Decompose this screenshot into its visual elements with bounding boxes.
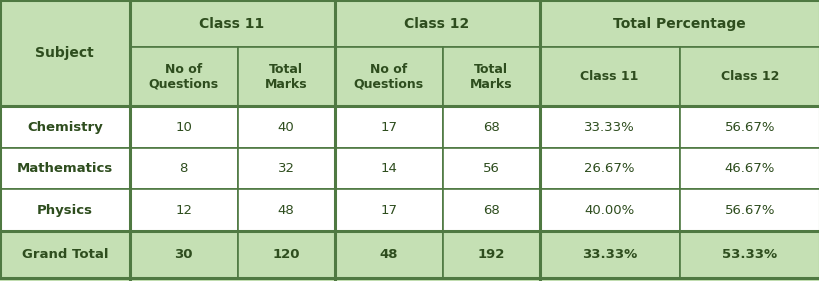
Bar [238,47,334,106]
Text: 46.67%: 46.67% [724,162,774,175]
Text: Subject: Subject [35,46,94,60]
Text: 30: 30 [174,248,192,261]
Bar [0,189,129,231]
Text: Total
Marks: Total Marks [469,63,512,91]
Text: Class 11: Class 11 [199,17,265,31]
Bar [679,106,819,148]
Text: Total Percentage: Total Percentage [613,17,745,31]
Text: 48: 48 [278,204,294,217]
Bar [0,106,129,148]
Text: 53.33%: 53.33% [722,248,776,261]
Text: 40.00%: 40.00% [584,204,634,217]
Bar [334,106,442,148]
Text: 17: 17 [380,121,396,133]
Bar [442,189,539,231]
Bar [442,106,539,148]
Bar [442,47,539,106]
Text: Grand Total: Grand Total [21,248,108,261]
Text: Mathematics: Mathematics [16,162,113,175]
Bar [539,189,679,231]
Bar [129,47,238,106]
Bar [0,148,129,189]
Text: 56: 56 [482,162,499,175]
Text: No of
Questions: No of Questions [353,63,423,91]
Text: Chemistry: Chemistry [27,121,102,133]
Text: Total
Marks: Total Marks [265,63,307,91]
Bar [442,231,539,278]
Bar [334,189,442,231]
Bar [679,189,819,231]
Text: 32: 32 [278,162,294,175]
Bar [238,148,334,189]
Bar [238,189,334,231]
Text: 12: 12 [175,204,192,217]
Text: 56.67%: 56.67% [724,121,774,133]
Bar [0,0,129,106]
Text: 40: 40 [278,121,294,133]
Text: 192: 192 [477,248,505,261]
Bar [0,231,129,278]
Text: 33.33%: 33.33% [581,248,636,261]
Bar [539,0,819,47]
Bar [539,148,679,189]
Bar [679,148,819,189]
Text: Class 11: Class 11 [580,70,638,83]
Text: 26.67%: 26.67% [584,162,634,175]
Text: Physics: Physics [37,204,93,217]
Text: 68: 68 [482,204,499,217]
Text: 56.67%: 56.67% [724,204,774,217]
Bar [539,231,679,278]
Bar [334,148,442,189]
Bar [539,106,679,148]
Bar [129,106,238,148]
Bar [129,189,238,231]
Bar [679,231,819,278]
Bar [539,47,679,106]
Text: 68: 68 [482,121,499,133]
Text: 120: 120 [272,248,300,261]
Bar [238,231,334,278]
Text: Class 12: Class 12 [404,17,469,31]
Bar [442,148,539,189]
Text: 10: 10 [175,121,192,133]
Text: 33.33%: 33.33% [584,121,634,133]
Bar [129,0,334,47]
Text: No of
Questions: No of Questions [148,63,219,91]
Text: Class 12: Class 12 [720,70,778,83]
Text: 48: 48 [379,248,397,261]
Bar [679,47,819,106]
Text: 8: 8 [179,162,188,175]
Bar [334,47,442,106]
Bar [334,231,442,278]
Text: 17: 17 [380,204,396,217]
Bar [238,106,334,148]
Bar [129,148,238,189]
Bar [129,231,238,278]
Text: 14: 14 [380,162,396,175]
Bar [334,0,539,47]
